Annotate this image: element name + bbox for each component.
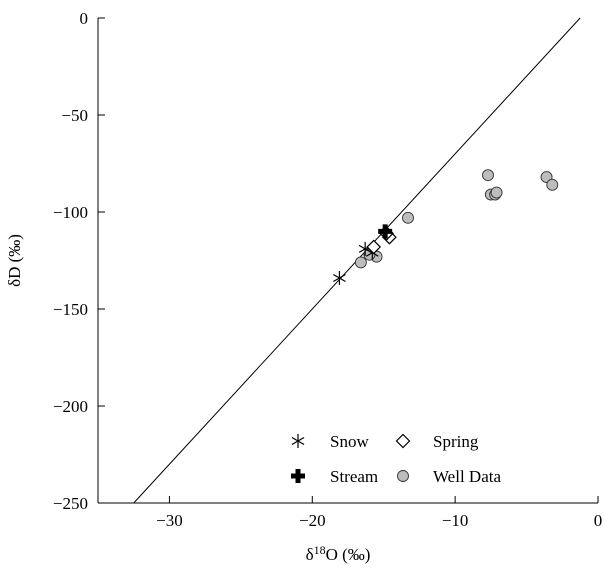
data-point-stream <box>378 224 393 239</box>
x-tick-label: −30 <box>156 511 183 530</box>
legend-marker-stream <box>291 469 305 483</box>
legend-label-snow: Snow <box>330 432 369 451</box>
legend-marker-spring <box>395 433 411 449</box>
x-tick-label: 0 <box>594 511 603 530</box>
data-point-snow <box>333 270 346 285</box>
legend-label-well-data: Well Data <box>433 467 501 486</box>
x-tick-label: −10 <box>442 511 469 530</box>
y-tick-label: 0 <box>80 9 89 28</box>
y-tick-label: −100 <box>53 203 88 222</box>
data-point-well-data <box>354 256 367 269</box>
y-tick-label: −200 <box>53 397 88 416</box>
y-tick-label: −150 <box>53 300 88 319</box>
y-tick-label: −250 <box>53 494 88 513</box>
data-point-well-data <box>546 178 559 191</box>
legend-label-spring: Spring <box>433 432 479 451</box>
legend-marker-snow <box>291 434 305 448</box>
legend-marker-well-data <box>397 470 409 482</box>
data-point-well-data <box>490 186 503 199</box>
axes: 0−50−100−150−200−250−30 −20 −10 0 <box>53 9 602 530</box>
y-tick-label: −50 <box>61 106 88 125</box>
x-tick-label: −20 <box>299 511 326 530</box>
legend-label-stream: Stream <box>330 467 378 486</box>
legend: Snow Spring Stream Well Data <box>291 432 501 486</box>
x-axis-label: δ18O (‰) <box>306 543 371 564</box>
y-axis-label: δD (‰) <box>5 234 24 287</box>
data-points <box>333 169 559 285</box>
data-point-spring <box>366 239 382 255</box>
data-point-well-data <box>402 211 414 224</box>
data-point-well-data <box>482 169 494 182</box>
